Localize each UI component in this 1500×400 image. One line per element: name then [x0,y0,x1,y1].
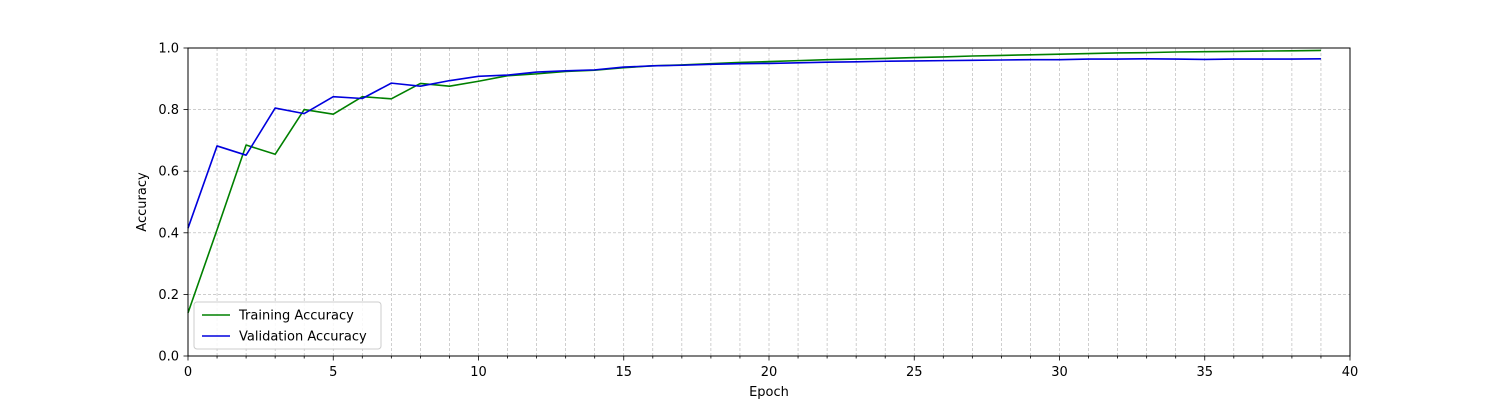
x-tick-label: 5 [329,365,337,380]
legend: Training Accuracy Validation Accuracy [193,301,382,350]
x-tick-label: 0 [184,365,192,380]
y-tick-label: 1.0 [158,42,179,57]
y-axis-label: Accuracy [135,172,150,232]
x-tick-label: 15 [615,365,632,380]
legend-entry: Training Accuracy [238,309,354,324]
x-tick-label: 20 [761,365,778,380]
x-tick-label: 10 [470,365,487,380]
y-tick-label: 0.6 [158,165,179,180]
x-tick-label: 25 [906,365,923,380]
x-tick-label: 40 [1342,365,1359,380]
y-tick-label: 0.2 [158,288,179,303]
y-tick-label: 0.4 [158,226,179,241]
series-line-validation-accuracy [187,57,1321,229]
series-line-training-accuracy [187,49,1321,314]
grid [187,47,1351,357]
series-lines [187,49,1321,314]
axis-ticks: 0 5 10 15 20 25 30 35 40 0.0 0.2 0.4 0.6 0.8 1.0 [158,42,1358,381]
y-tick-label: 0.0 [158,350,179,365]
y-tick-label: 0.8 [158,103,179,118]
x-tick-label: 30 [1051,365,1068,380]
legend-entry: Validation Accuracy [239,330,367,345]
x-axis-label: Epoch [749,385,789,400]
x-tick-label: 35 [1196,365,1213,380]
legend-box [193,301,382,350]
